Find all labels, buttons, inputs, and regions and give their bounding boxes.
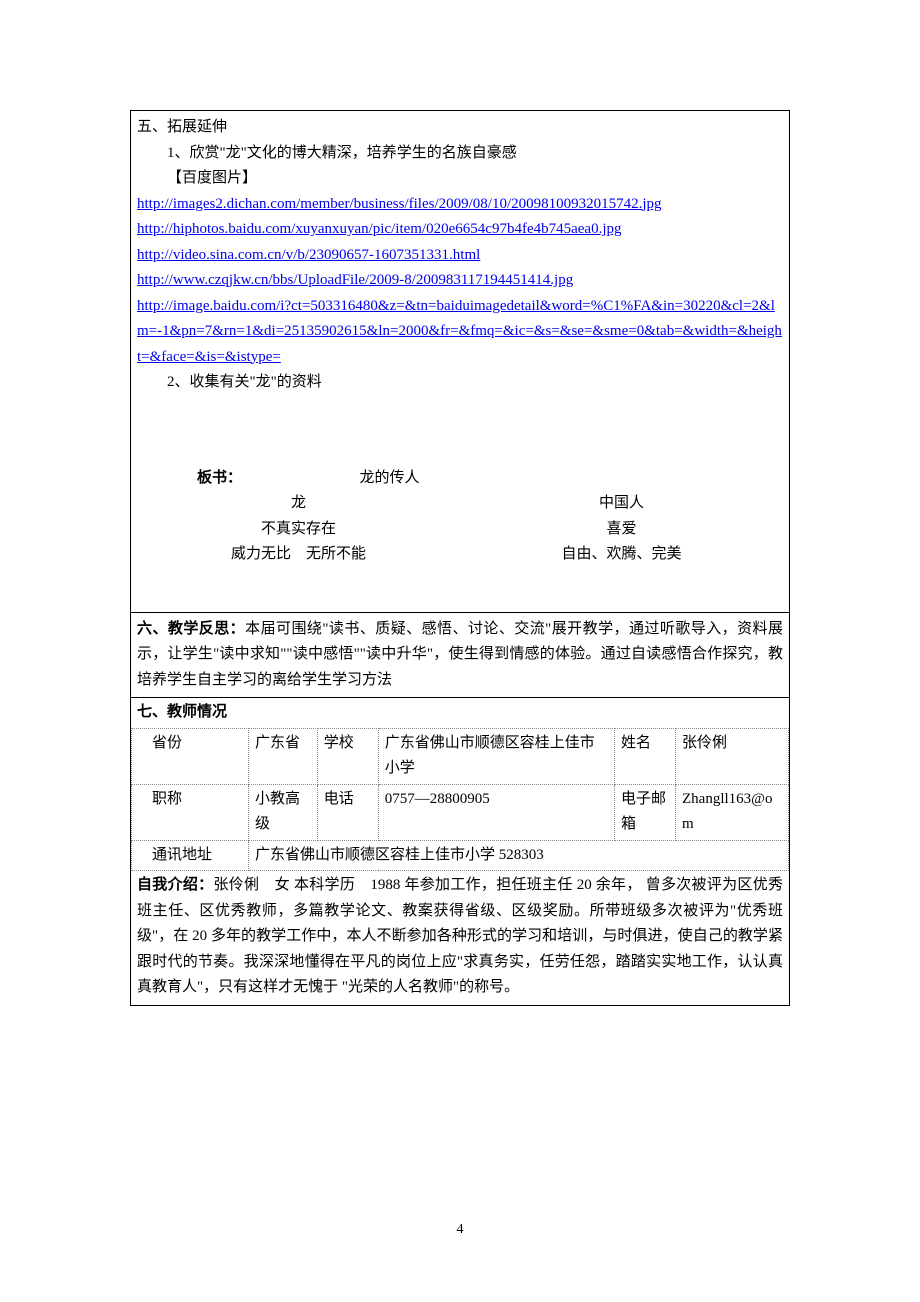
link-4[interactable]: http://www.czqjkw.cn/bbs/UploadFile/2009… bbox=[137, 272, 573, 288]
section-6-heading: 六、教学反思： bbox=[137, 621, 245, 637]
address-value: 广东省佛山市顺德区容桂上佳市小学 528303 bbox=[249, 840, 789, 871]
title-label: 职称 bbox=[132, 784, 249, 840]
board-right-1: 中国人 bbox=[460, 491, 783, 517]
email-label: 电子邮箱 bbox=[615, 784, 676, 840]
province-label: 省份 bbox=[132, 728, 249, 784]
name-label: 姓名 bbox=[615, 728, 676, 784]
board-left-1: 龙 bbox=[137, 491, 460, 517]
name-value: 张伶俐 bbox=[676, 728, 789, 784]
section-5-item1: 1、欣赏"龙"文化的博大精深，培养学生的名族自豪感 bbox=[137, 141, 783, 167]
intro-body: 张伶俐 女 本科学历 1988 年参加工作，担任班主任 20 余年， 曾多次被评… bbox=[137, 877, 783, 995]
link-5[interactable]: http://image.baidu.com/i?ct=503316480&z=… bbox=[137, 298, 782, 365]
board-left-3: 威力无比 无所不能 bbox=[137, 542, 460, 568]
board-right-3: 自由、欢腾、完美 bbox=[460, 542, 783, 568]
section-5-heading: 五、拓展延伸 bbox=[137, 115, 783, 141]
phone-label: 电话 bbox=[317, 784, 378, 840]
intro-label: 自我介绍： bbox=[137, 877, 213, 893]
teacher-info-table: 省份 广东省 学校 广东省佛山市顺德区容桂上佳市小学 姓名 张伶俐 职称 小教高… bbox=[131, 728, 789, 872]
school-label: 学校 bbox=[317, 728, 378, 784]
page-number: 4 bbox=[0, 1218, 920, 1242]
link-3[interactable]: http://video.sina.com.cn/v/b/23090657-16… bbox=[137, 247, 480, 263]
section-5-cell: 五、拓展延伸 1、欣赏"龙"文化的博大精深，培养学生的名族自豪感 【百度图片】 … bbox=[131, 111, 790, 613]
link-2[interactable]: http://hiphotos.baidu.com/xuyanxuyan/pic… bbox=[137, 221, 622, 237]
address-label: 通讯地址 bbox=[132, 840, 249, 871]
board-right-2: 喜爱 bbox=[460, 517, 783, 543]
email-value: Zhangll163@om bbox=[676, 784, 789, 840]
board-left-2: 不真实存在 bbox=[137, 517, 460, 543]
board-title: 龙的传人 bbox=[360, 470, 420, 486]
document-table: 五、拓展延伸 1、欣赏"龙"文化的博大精深，培养学生的名族自豪感 【百度图片】 … bbox=[130, 110, 790, 1006]
table-row: 通讯地址 广东省佛山市顺德区容桂上佳市小学 528303 bbox=[132, 840, 789, 871]
phone-value: 0757—28800905 bbox=[378, 784, 614, 840]
board-label: 板书： bbox=[197, 470, 242, 486]
section-5-item2: 2、收集有关"龙"的资料 bbox=[137, 370, 783, 396]
section-7-heading: 七、教师情况 bbox=[137, 704, 227, 720]
title-value: 小教高级 bbox=[249, 784, 318, 840]
baidu-images-label: 【百度图片】 bbox=[137, 166, 783, 192]
school-value: 广东省佛山市顺德区容桂上佳市小学 bbox=[378, 728, 614, 784]
section-6-cell: 六、教学反思：本届可围绕"读书、质疑、感悟、讨论、交流"展开教学，通过听歌导入，… bbox=[131, 612, 790, 698]
section-7-cell: 七、教师情况 省份 广东省 学校 广东省佛山市顺德区容桂上佳市小学 姓名 张伶俐… bbox=[131, 698, 790, 1006]
province-value: 广东省 bbox=[249, 728, 318, 784]
board-writing: 板书： 龙的传人 龙 不真实存在 威力无比 无所不能 中国人 bbox=[137, 466, 783, 568]
link-1[interactable]: http://images2.dichan.com/member/busines… bbox=[137, 196, 662, 212]
table-row: 省份 广东省 学校 广东省佛山市顺德区容桂上佳市小学 姓名 张伶俐 bbox=[132, 728, 789, 784]
table-row: 职称 小教高级 电话 0757—28800905 电子邮箱 Zhangll163… bbox=[132, 784, 789, 840]
